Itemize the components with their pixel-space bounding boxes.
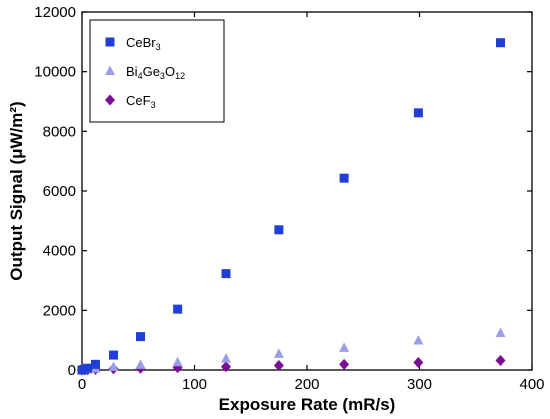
data-point (221, 353, 231, 363)
data-point (221, 361, 231, 373)
data-point (273, 348, 284, 358)
x-axis-title: Exposure Rate (mR/s) (219, 395, 396, 414)
data-point (83, 363, 93, 373)
y-tick-label: 0 (68, 362, 76, 379)
data-point (109, 350, 118, 360)
legend-marker (105, 94, 115, 106)
legend-label: CeBr3 (126, 35, 161, 52)
legend-label: CeF3 (126, 93, 156, 110)
data-point (136, 332, 145, 342)
data-point (91, 359, 100, 369)
data-point (495, 327, 506, 338)
data-point (339, 173, 349, 183)
legend-label: Bi4Ge3O12 (126, 64, 185, 81)
data-point (173, 304, 183, 314)
data-point (108, 361, 119, 372)
data-point (221, 269, 231, 279)
data-point (495, 354, 506, 366)
data-point (339, 342, 350, 352)
data-point (135, 359, 146, 369)
y-tick-label: 6000 (43, 183, 76, 200)
legend-marker (105, 65, 115, 75)
y-tick-label: 8000 (43, 123, 76, 140)
x-tick-label: 400 (519, 376, 544, 393)
data-point (172, 356, 183, 367)
data-points (77, 38, 506, 376)
data-point (413, 334, 424, 345)
data-point (274, 225, 284, 235)
y-tick-label: 10000 (34, 64, 76, 81)
data-point (339, 358, 350, 370)
data-point (496, 38, 505, 48)
y-tick-label: 2000 (43, 302, 76, 319)
axis-ticks (81, 11, 533, 371)
x-tick-label: 100 (182, 376, 207, 393)
data-point (413, 108, 423, 118)
y-tick-label: 12000 (34, 4, 76, 21)
data-point (413, 357, 424, 369)
x-tick-label: 0 (78, 376, 86, 393)
x-tick-label: 200 (294, 376, 319, 393)
legend-marker (105, 37, 115, 47)
data-point (273, 360, 284, 372)
y-axis-title: Output Signal (μW/m²) (7, 101, 26, 280)
y-tick-label: 4000 (43, 243, 76, 260)
x-tick-label: 300 (407, 376, 432, 393)
legend: CeBr3 Bi4Ge3O12 CeF3 (89, 19, 225, 123)
